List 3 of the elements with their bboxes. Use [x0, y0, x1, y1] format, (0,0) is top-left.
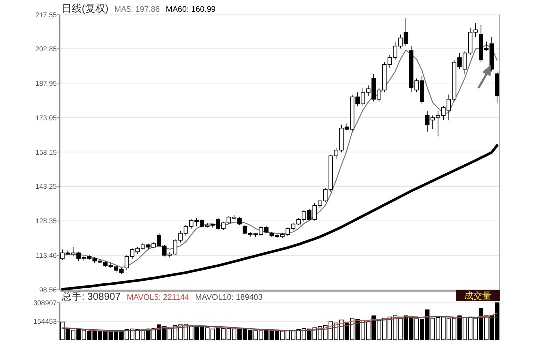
annotation: 成交量	[456, 290, 500, 301]
title: 日线(复权)	[62, 4, 109, 15]
title: 总手: 308907	[62, 292, 121, 303]
